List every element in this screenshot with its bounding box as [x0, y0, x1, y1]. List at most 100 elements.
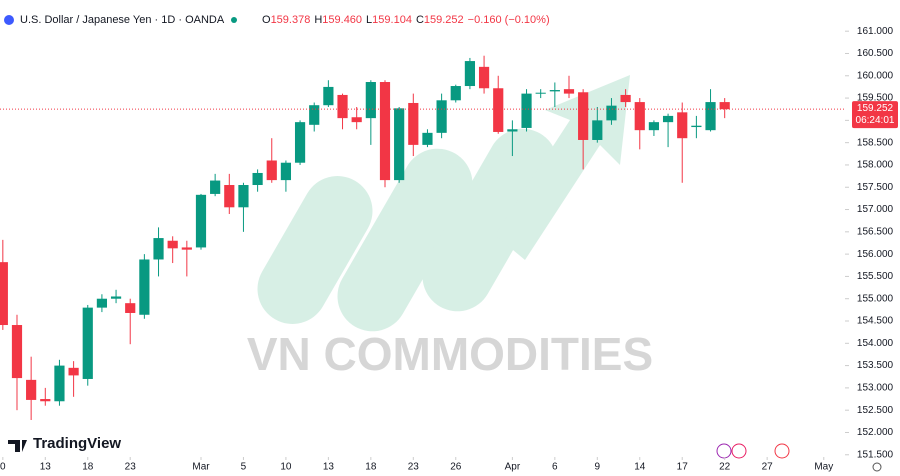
- candle-body: [648, 122, 660, 131]
- x-tick-label: 9: [595, 462, 601, 473]
- y-tick-label: 156.500: [857, 226, 894, 237]
- candle-body: [634, 102, 645, 131]
- candle-body: [167, 240, 178, 249]
- candle-body: [266, 160, 277, 181]
- y-tick-label: 160.500: [857, 48, 894, 59]
- logo: TradingView: [8, 435, 121, 452]
- y-tick-label: 156.000: [857, 249, 894, 260]
- x-tick-label: 26: [450, 462, 462, 473]
- candle-body: [294, 122, 306, 163]
- x-tick-label: 17: [677, 462, 689, 473]
- price-tag: [852, 101, 898, 129]
- y-tick-label: 153.500: [857, 360, 894, 371]
- candle-body: [507, 129, 518, 132]
- candle-body: [408, 102, 419, 145]
- candle-body: [620, 94, 631, 103]
- x-tick-label: 6: [552, 462, 558, 473]
- y-tick-label: 151.500: [857, 449, 894, 460]
- candle-body: [238, 185, 249, 208]
- ohlc-label: O: [262, 14, 271, 26]
- candle-body: [139, 259, 150, 315]
- candle-body: [365, 82, 376, 119]
- candle-body: [0, 262, 8, 326]
- x-tick-label: 0: [0, 462, 6, 473]
- candle-body: [719, 102, 730, 110]
- x-tick-label: 22: [719, 462, 731, 473]
- candle-body: [422, 132, 433, 145]
- candle-body: [110, 296, 122, 299]
- x-tick-label: 5: [241, 462, 247, 473]
- candle-body: [691, 125, 702, 128]
- y-tick-label: 155.000: [857, 293, 894, 304]
- candle-body: [68, 367, 79, 376]
- x-tick-label: Apr: [505, 462, 521, 473]
- candle-body: [578, 92, 589, 140]
- chart-title: U.S. Dollar / Japanese Yen · 1D · OANDA: [20, 14, 225, 26]
- candle-body: [11, 325, 23, 379]
- price-tag-value: 159.252: [857, 103, 894, 114]
- candle-body: [153, 238, 164, 260]
- x-tick-label: 23: [408, 462, 420, 473]
- candle-body: [521, 93, 532, 128]
- candle-body: [309, 105, 320, 125]
- y-tick-label: 158.000: [857, 160, 894, 171]
- price-tag-countdown: 06:24:01: [856, 115, 895, 126]
- y-tick-label: 158.500: [857, 137, 894, 148]
- y-tick-label: 154.500: [857, 316, 894, 327]
- candle-body: [379, 82, 391, 181]
- y-tick-label: 154.000: [857, 338, 894, 349]
- ohlc-value: 159.378: [271, 14, 311, 26]
- ohlc-value: 159.252: [424, 14, 464, 26]
- candle-body: [705, 102, 716, 131]
- candle-body: [125, 303, 136, 313]
- y-tick-label: 157.000: [857, 204, 894, 215]
- y-tick-label: 152.000: [857, 427, 894, 438]
- ohlc-value: 159.104: [372, 14, 412, 26]
- candle-body: [450, 86, 461, 101]
- symbol-icon: [4, 15, 14, 25]
- candle-body: [224, 185, 235, 208]
- candle-body: [563, 89, 575, 94]
- candle-body: [252, 172, 263, 186]
- x-tick-label: Mar: [192, 462, 210, 473]
- candle-body: [26, 379, 37, 400]
- ohlc-label: C: [416, 14, 424, 26]
- y-tick-label: 161.000: [857, 26, 894, 37]
- toolbar-icons: [716, 443, 882, 472]
- y-tick-label: 159.500: [857, 93, 894, 104]
- candle-body: [210, 180, 221, 194]
- candle-body: [394, 108, 405, 181]
- candle-body: [323, 86, 334, 106]
- x-tick-label: 27: [762, 462, 774, 473]
- logo-text: TradingView: [33, 435, 121, 452]
- candle-body: [40, 399, 51, 402]
- candle-body: [82, 307, 93, 379]
- candle-body: [549, 90, 560, 92]
- ohlc-value: 159.460: [322, 14, 362, 26]
- y-tick-label: 153.000: [857, 383, 894, 394]
- y-tick-label: 155.500: [857, 271, 894, 282]
- y-tick-label: 152.500: [857, 405, 894, 416]
- candle-body: [662, 115, 674, 123]
- y-tick-label: 157.500: [857, 182, 894, 193]
- x-tick-label: 10: [280, 462, 292, 473]
- price-change: −0.160 (−0.10%): [468, 14, 550, 26]
- x-tick-label: 13: [323, 462, 335, 473]
- x-tick-label: 18: [82, 462, 94, 473]
- candle-body: [677, 112, 688, 139]
- ohlc-label: H: [314, 14, 322, 26]
- candle-body: [464, 61, 476, 87]
- x-tick-label: May: [814, 462, 833, 473]
- watermark-text: VN COMMODITIES: [247, 328, 653, 380]
- candle-body: [592, 120, 603, 140]
- candle-body: [606, 105, 617, 121]
- candle-body: [478, 66, 490, 89]
- ohlc-readout: O159.378 H159.460 L159.104 C159.252 −0.160 (…: [262, 14, 550, 26]
- candle-body: [436, 100, 447, 133]
- candle-body: [195, 194, 207, 248]
- candle-body: [535, 92, 546, 94]
- candle-body: [351, 117, 362, 123]
- x-tick-label: 14: [634, 462, 646, 473]
- ohlc-label: L: [366, 14, 372, 26]
- x-tick-label: 18: [365, 462, 377, 473]
